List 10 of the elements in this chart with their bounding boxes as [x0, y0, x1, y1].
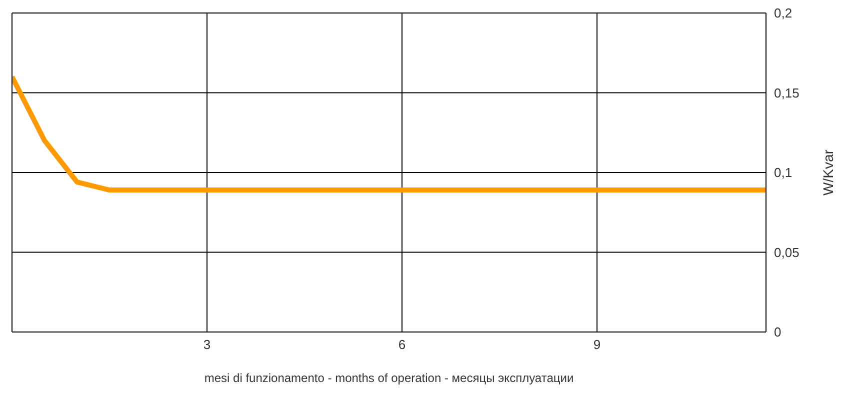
y-axis-title: W/Kvar	[820, 149, 836, 196]
y-tick-label: 0,2	[774, 6, 792, 21]
y-tick-label: 0,05	[774, 244, 800, 260]
x-tick-label: 9	[593, 337, 601, 352]
y-tick-label: 0	[774, 324, 782, 340]
x-axis-title: mesi di funzionamento - months of operation - месяцы эксплуатации	[204, 371, 574, 385]
y-tick-label: 0,15	[774, 85, 800, 100]
x-tick-label: 6	[398, 337, 406, 352]
x-tick-label: 3	[203, 337, 211, 352]
y-tick-label: 0,1	[774, 165, 792, 180]
